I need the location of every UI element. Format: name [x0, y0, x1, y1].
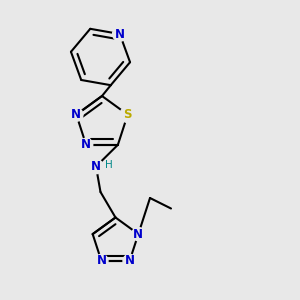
- Circle shape: [132, 227, 145, 241]
- Text: N: N: [91, 160, 101, 173]
- Text: N: N: [71, 108, 81, 121]
- Text: N: N: [115, 28, 125, 40]
- Text: S: S: [123, 108, 132, 121]
- Text: N: N: [96, 254, 106, 267]
- Text: N: N: [133, 228, 143, 241]
- Circle shape: [120, 107, 136, 122]
- Circle shape: [70, 108, 83, 121]
- Circle shape: [112, 27, 127, 41]
- Circle shape: [80, 138, 93, 152]
- Circle shape: [95, 254, 108, 268]
- Text: N: N: [81, 138, 91, 151]
- Text: N: N: [124, 254, 135, 267]
- Text: H: H: [105, 160, 112, 170]
- Circle shape: [123, 254, 136, 268]
- Circle shape: [89, 159, 103, 174]
